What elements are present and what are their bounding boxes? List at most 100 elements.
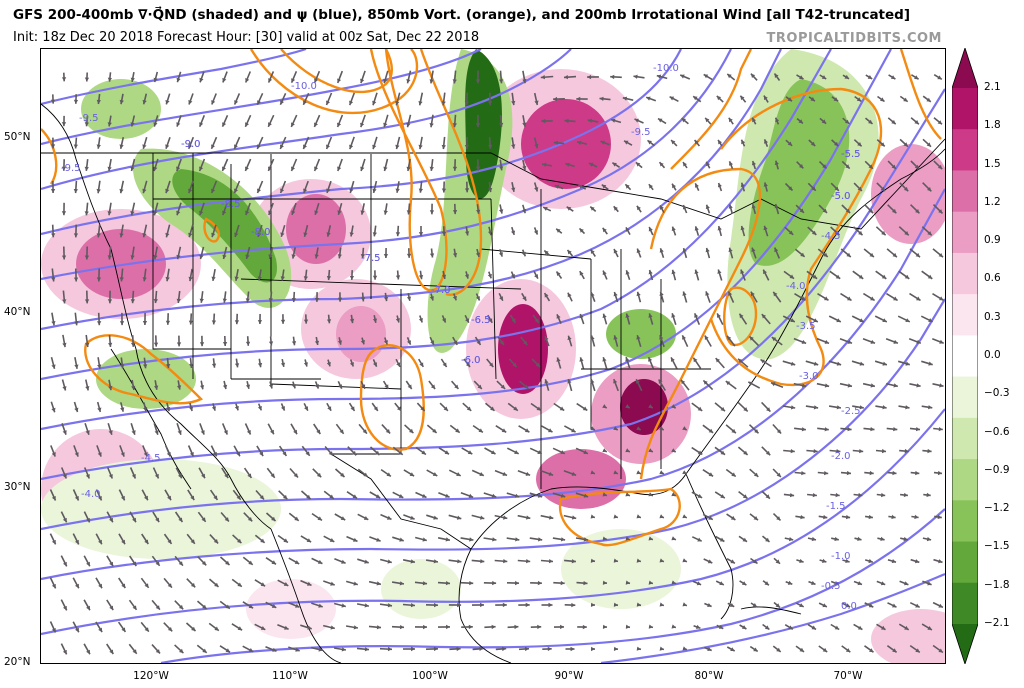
wind-arrowhead [927,187,932,192]
wind-arrowhead [835,274,841,279]
wind-arrowhead [144,495,148,501]
wind-arrowhead [560,537,566,542]
wind-arrowhead [245,78,250,83]
wind-arrowhead [153,342,159,347]
wind-arrowhead [833,97,839,102]
wind-arrowhead [61,122,67,127]
wind-arrowhead [635,162,641,167]
wind-arrowhead [130,255,135,260]
vorticity-contour [280,49,393,94]
colorbar-tick-label: −0.6 [984,425,1010,438]
wind-arrowhead [682,205,687,210]
wind-arrowhead [446,624,450,630]
wind-arrowhead [61,255,67,260]
wind-arrowhead [870,383,875,388]
colorbar-tick-label: 0.6 [984,272,1001,285]
wind-arrowhead [836,318,841,323]
wind-arrowhead [636,470,641,475]
wind-arrowhead [452,166,458,171]
wind-arrowhead [751,247,756,252]
wind-arrowhead [280,362,286,367]
wind-arrowhead [750,291,755,297]
wind-arrowhead [74,452,79,457]
wind-arrowhead [107,122,112,127]
wind-arrowhead [97,496,102,501]
wind-arrowhead [880,536,885,541]
colorbar-max-extension [952,48,978,88]
wind-arrowhead [119,188,124,194]
wind-arrowhead [360,210,365,215]
wind-arrowhead [671,580,676,585]
wind-arrowhead [566,206,572,211]
wind-arrowhead [341,647,346,652]
wind-arrowhead [915,427,920,432]
wind-arrowhead [132,605,137,610]
wind-arrowhead [625,313,630,318]
wind-arrowhead [754,429,759,434]
vorticity-contour [558,487,681,547]
streamfunction-label: -2.5 [841,406,861,417]
wind-arrowhead [695,183,699,188]
wind-arrowhead [248,604,254,609]
wind-arrowhead [602,357,607,362]
colorbar-tick-label: −2.1 [984,617,1010,629]
wind-arrowhead [708,515,713,520]
wind-arrowhead [410,515,415,520]
wind-arrowhead [560,493,566,498]
wind-arrowhead [96,144,101,149]
wind-arrowhead [108,430,113,435]
wind-arrowhead [682,470,687,474]
wind-arrowhead [75,583,79,589]
wind-arrowhead [537,624,542,630]
wind-arrowhead [318,603,323,608]
wind-arrowhead [190,539,195,544]
wind-arrowhead [868,514,873,520]
wind-arrowhead [834,141,839,147]
wind-arrowhead [280,188,285,193]
wind-arrowhead [740,269,745,274]
streamfunction-contour [41,49,832,381]
wind-arrowhead [467,450,473,455]
streamfunction-label: -9.5 [79,113,99,124]
wind-arrowhead [696,581,702,586]
wind-arrowhead [903,536,908,542]
wind-arrowhead [857,536,862,541]
wind-arrowhead [51,364,56,369]
wind-arrowhead [636,426,641,430]
wind-arrowhead [268,122,272,127]
wind-arrowhead [590,470,595,475]
wind-arrowhead [602,580,607,585]
wind-arrowhead [740,225,745,231]
wind-arrowhead [717,269,722,274]
wind-arrowhead [824,427,829,432]
wind-arrowhead [927,274,933,279]
wind-arrowhead [903,142,908,147]
wind-arrowhead [761,314,766,319]
wind-arrowhead [822,558,827,563]
wind-arrowhead [248,560,253,565]
florida-peninsula [685,473,734,620]
wind-arrowhead [775,603,780,608]
wind-arrowhead [477,384,482,389]
wind-arrowhead [926,142,931,147]
wind-arrowhead [314,210,319,215]
wind-arrowhead [376,581,381,586]
atlantic-coastline [685,148,945,475]
gulf-coast-west [458,548,512,663]
wind-arrowhead [859,405,864,410]
wind-arrowhead [882,361,887,366]
wind-arrowhead [683,162,687,167]
wind-arrowhead [387,515,392,520]
wind-arrowhead [178,561,183,566]
wind-arrowhead [753,516,758,521]
wind-arrowhead [868,558,873,564]
wind-arrowhead [349,232,354,237]
wind-arrowhead [659,602,664,607]
wind-arrowhead [514,493,520,498]
wind-arrowhead [270,473,275,478]
wind-arrowhead [775,117,780,123]
streamfunction-contour [41,188,945,531]
wind-arrowhead [84,122,89,127]
wind-arrowhead [96,277,102,282]
wind-arrowhead [800,515,805,520]
